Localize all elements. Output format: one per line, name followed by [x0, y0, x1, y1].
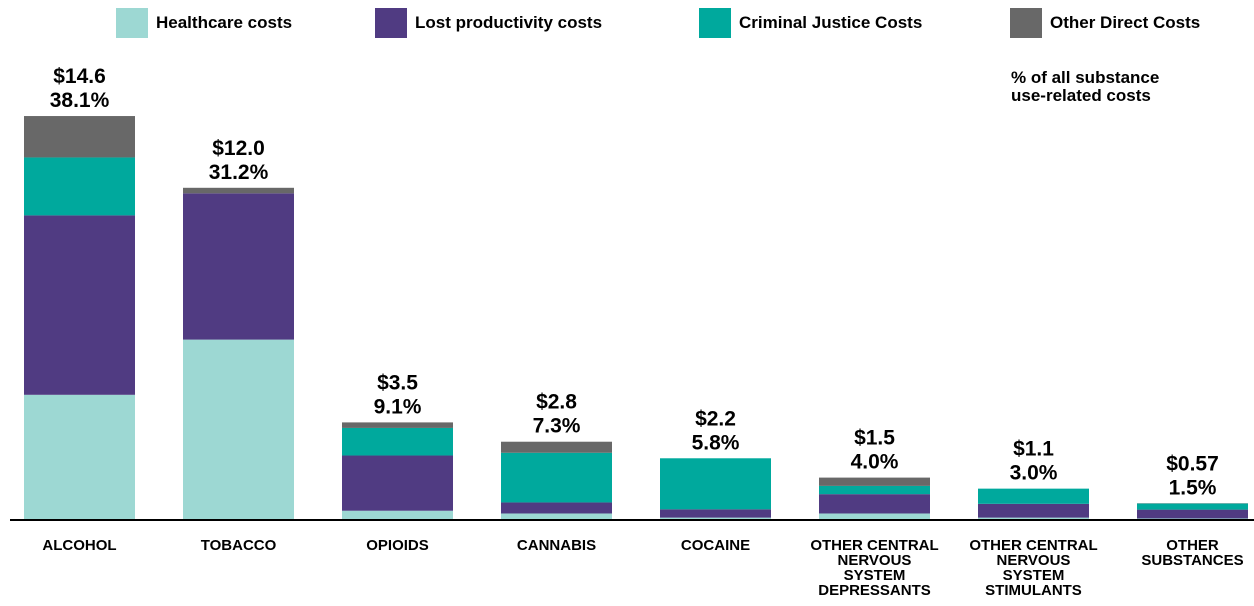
bar-segment-cocaine-lost-productivity-costs	[660, 509, 771, 518]
bar-segment-cannabis-lost-productivity-costs	[501, 502, 612, 514]
percent-label-cocaine: 5.8%	[692, 431, 740, 454]
legend-item-criminal-justice: Criminal Justice Costs	[699, 8, 922, 38]
category-label-cannabis: CANNABIS	[517, 537, 596, 554]
bar-segment-cocaine-criminal-justice-costs	[660, 458, 771, 510]
bar-segment-other-central-nervous-system-depressants-lost-productivity-costs	[819, 494, 930, 514]
bar-segment-other-central-nervous-system-stimulants-criminal-justice-costs	[978, 488, 1089, 504]
bar-segment-tobacco-healthcare-costs	[183, 339, 294, 519]
legend-item-healthcare: Healthcare costs	[116, 8, 292, 38]
percent-label-opioids: 9.1%	[374, 395, 422, 418]
total-label-tobacco: $12.0	[212, 137, 265, 160]
bar-segment-opioids-other-direct-costs	[342, 422, 453, 428]
bar-segment-other-central-nervous-system-depressants-criminal-justice-costs	[819, 485, 930, 495]
bar-segment-other-central-nervous-system-depressants-healthcare-costs	[819, 513, 930, 519]
percent-label-other-central-nervous-system-depressants: 4.0%	[851, 451, 899, 474]
percent-label-other-central-nervous-system-stimulants: 3.0%	[1010, 462, 1058, 485]
legend-label-healthcare: Healthcare costs	[156, 13, 293, 32]
bar-segment-cannabis-healthcare-costs	[501, 513, 612, 519]
total-label-opioids: $3.5	[377, 371, 418, 394]
legend-label-lost-productivity: Lost productivity costs	[415, 13, 603, 32]
total-label-alcohol: $14.6	[53, 65, 106, 88]
bar-segment-other-substances-healthcare-costs	[1137, 518, 1248, 519]
bar-segment-tobacco-other-direct-costs	[183, 187, 294, 194]
total-label-cannabis: $2.8	[536, 391, 577, 414]
bar-segment-other-substances-lost-productivity-costs	[1137, 509, 1248, 519]
bar-segment-other-central-nervous-system-stimulants-lost-productivity-costs	[978, 503, 1089, 518]
category-label-cocaine: COCAINE	[681, 537, 750, 554]
legend-item-lost-productivity: Lost productivity costs	[375, 8, 602, 38]
legend-swatch-other-direct	[1010, 8, 1042, 38]
category-label-other-central-nervous-system-stimulants: OTHER CENTRAL NERVOUS SYSTEM STIMULANTS	[969, 537, 1097, 599]
bar-segment-other-central-nervous-system-stimulants-healthcare-costs	[978, 517, 1089, 519]
bar-segment-cocaine-healthcare-costs	[660, 517, 771, 519]
bar-segment-other-substances-criminal-justice-costs	[1137, 503, 1248, 510]
category-label-other-central-nervous-system-depressants: OTHER CENTRAL NERVOUS SYSTEM DEPRESSANTS	[810, 537, 938, 599]
bar-segment-opioids-criminal-justice-costs	[342, 427, 453, 456]
percent-label-alcohol: 38.1%	[50, 89, 110, 112]
category-label-other-substances: OTHER SUBSTANCES	[1141, 537, 1243, 569]
bar-segment-alcohol-criminal-justice-costs	[24, 157, 135, 216]
percent-label-other-substances: 1.5%	[1169, 476, 1217, 499]
bar-segment-tobacco-lost-productivity-costs	[183, 193, 294, 340]
total-label-other-central-nervous-system-stimulants: $1.1	[1013, 438, 1054, 461]
bar-segment-alcohol-healthcare-costs	[24, 394, 135, 519]
total-label-other-central-nervous-system-depressants: $1.5	[854, 427, 895, 450]
legend-swatch-healthcare	[116, 8, 148, 38]
category-label-tobacco: TOBACCO	[201, 537, 277, 554]
category-label-opioids: OPIOIDS	[366, 537, 429, 554]
total-label-cocaine: $2.2	[695, 407, 736, 430]
total-label-other-substances: $0.57	[1166, 452, 1219, 475]
bar-segment-other-central-nervous-system-depressants-other-direct-costs	[819, 477, 930, 486]
percent-label-cannabis: 7.3%	[533, 415, 581, 438]
legend-label-other-direct: Other Direct Costs	[1050, 13, 1201, 32]
bar-segment-cannabis-other-direct-costs	[501, 441, 612, 453]
legend-swatch-criminal-justice	[699, 8, 731, 38]
legend-swatch-lost-productivity	[375, 8, 407, 38]
legend-item-other-direct: Other Direct Costs	[1010, 8, 1200, 38]
bar-segment-opioids-lost-productivity-costs	[342, 455, 453, 511]
percent-label-tobacco: 31.2%	[209, 161, 269, 184]
bar-segment-alcohol-lost-productivity-costs	[24, 215, 135, 395]
bar-segment-alcohol-other-direct-costs	[24, 116, 135, 158]
category-label-alcohol: ALCOHOL	[42, 537, 116, 554]
legend: Healthcare costs Lost productivity costs…	[0, 8, 1254, 44]
bar-segment-cannabis-criminal-justice-costs	[501, 452, 612, 503]
legend-label-criminal-justice: Criminal Justice Costs	[739, 13, 923, 32]
bar-segment-opioids-healthcare-costs	[342, 510, 453, 519]
percent-note: % of all substance use-related costs	[1011, 68, 1160, 105]
